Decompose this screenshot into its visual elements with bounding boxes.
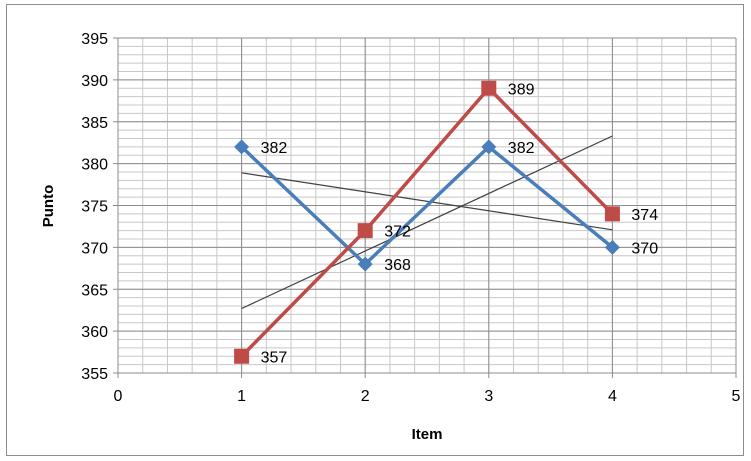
y-tick-label: 390 — [81, 73, 108, 90]
y-tick-label: 370 — [81, 240, 108, 257]
series-2-point — [481, 80, 497, 96]
x-tick-label: 3 — [484, 388, 493, 405]
series-1-point — [357, 256, 373, 272]
x-tick-label: 1 — [237, 388, 246, 405]
series-1-data-label: 370 — [631, 240, 658, 257]
y-tick-label: 355 — [81, 366, 108, 383]
data-labels: 382 368 382 370 357 372 389 374 — [261, 81, 659, 366]
series-1-data-label: 382 — [261, 140, 288, 157]
x-tick-label: 2 — [361, 388, 370, 405]
chart-frame — [6, 4, 744, 456]
series-1-line — [240, 144, 614, 267]
series-1-point — [234, 139, 250, 155]
axes — [113, 37, 737, 378]
series-group — [234, 80, 620, 364]
series-1-point — [604, 239, 620, 255]
x-tick-label: 5 — [732, 388, 741, 405]
series-2-point — [234, 348, 250, 364]
y-tick-label: 395 — [81, 31, 108, 48]
trendlines — [241, 135, 613, 310]
series-2-data-label: 357 — [261, 349, 288, 366]
series-2-point — [604, 206, 620, 222]
series-1-point — [481, 139, 497, 155]
trendline-1 — [241, 172, 613, 231]
series-1-data-label: 382 — [508, 140, 535, 157]
trendline-2 — [241, 135, 613, 310]
y-tick-label: 360 — [81, 324, 108, 341]
series-1-data-label: 368 — [384, 257, 411, 274]
series-2-point — [357, 223, 373, 239]
series-2-data-label: 372 — [384, 224, 411, 241]
x-axis-title: Item — [412, 426, 443, 443]
y-tick-label: 380 — [81, 157, 108, 174]
x-tick-label: 4 — [608, 388, 617, 405]
series-2-data-label: 374 — [631, 207, 658, 224]
series-2-data-label: 389 — [508, 81, 535, 98]
series-2-line — [240, 85, 614, 358]
x-tick-label: 0 — [114, 388, 123, 405]
tick-labels: 0 1 2 3 4 5 355 360 365 370 375 380 385 390 395 — [81, 31, 740, 405]
y-tick-label: 375 — [81, 199, 108, 216]
y-tick-label: 385 — [81, 115, 108, 132]
y-tick-label: 365 — [81, 282, 108, 299]
y-axis-title: Punto — [40, 185, 57, 228]
